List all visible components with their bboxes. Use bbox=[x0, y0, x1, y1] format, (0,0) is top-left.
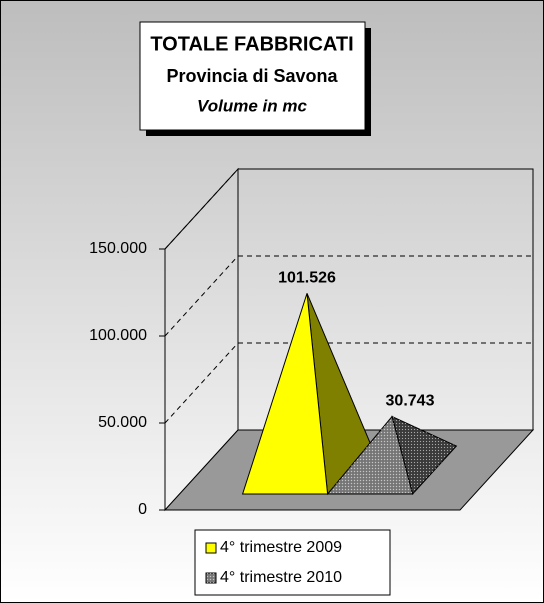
data-label: 101.526 bbox=[278, 270, 336, 287]
chart-title: TOTALE FABBRICATI bbox=[150, 33, 353, 55]
data-label: 30.743 bbox=[386, 393, 435, 410]
legend bbox=[194, 529, 391, 596]
legend-swatch-hatch bbox=[206, 573, 216, 583]
pyramid-front bbox=[241, 293, 329, 495]
legend-label: 4° trimestre 2009 bbox=[220, 539, 342, 556]
y-tick-label: 150.000 bbox=[89, 240, 147, 257]
grid-line bbox=[164, 342, 239, 424]
pyramid-front-hatch bbox=[327, 416, 413, 494]
y-tick-label: 0 bbox=[138, 501, 147, 518]
y-tick-label: 100.000 bbox=[89, 327, 147, 344]
plot-area: 0 50.000 100.000 150.000 101.526 30.743 bbox=[89, 167, 535, 518]
title-box bbox=[139, 21, 366, 131]
legend-swatch bbox=[205, 542, 217, 554]
y-tick-label: 50.000 bbox=[98, 414, 147, 431]
grid-line bbox=[164, 168, 239, 250]
legend-entries: 4° trimestre 2009 4° trimestre 2010 bbox=[205, 539, 342, 586]
legend-label: 4° trimestre 2010 bbox=[220, 569, 342, 586]
chart-subtitle: Provincia di Savona bbox=[166, 66, 338, 86]
pyramid-side-hatch bbox=[392, 416, 457, 494]
unit-label: Volume in mc bbox=[197, 96, 307, 115]
grid-line bbox=[164, 255, 239, 337]
